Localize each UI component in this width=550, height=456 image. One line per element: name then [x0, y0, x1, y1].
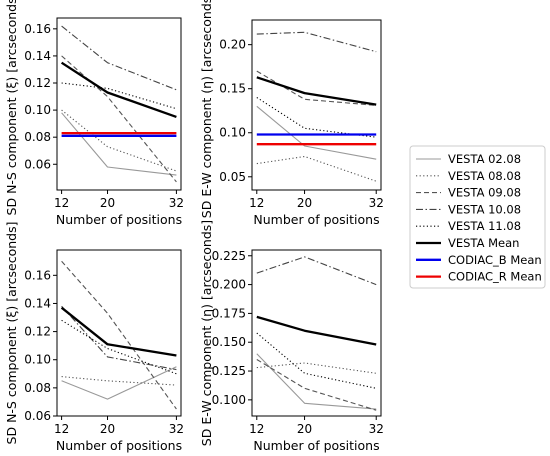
- series-group: [60, 25, 177, 183]
- x-tick-label: 32: [369, 196, 384, 210]
- series-line-vesta-02-08: [256, 105, 377, 160]
- x-tick-label: 12: [54, 196, 69, 210]
- y-tick-label: 0.10: [24, 353, 51, 367]
- y-tick-label: 0.08: [24, 381, 51, 395]
- legend-item: CODIAC_B Mean: [416, 253, 542, 267]
- y-tick-label: 0.12: [24, 76, 51, 90]
- y-tick-label: 0.175: [212, 306, 246, 320]
- series-line-vesta-02-08: [61, 366, 177, 400]
- panel-top-left: 0.06 0.08 0.10 0.12 0.14 0.16 12 20 32 Number of …: [4, 0, 184, 227]
- x-tick-label: 20: [297, 196, 312, 210]
- x-tick-label: 12: [249, 422, 264, 436]
- legend-label: VESTA 02.08: [448, 152, 521, 166]
- x-axis-label: Number of positions: [253, 438, 379, 453]
- x-tick-label: 20: [100, 196, 115, 210]
- legend-label: VESTA Mean: [448, 236, 519, 250]
- y-axis-label: SD N-S component (ξ) [arcseconds]: [4, 222, 19, 445]
- legend-item: VESTA 10.08: [416, 202, 521, 216]
- y-tick-label: 0.14: [24, 49, 51, 63]
- series-line-vesta-mean: [256, 76, 377, 106]
- series-line-vesta-10-08: [256, 256, 377, 286]
- panel-bottom-right: 0.100 0.125 0.150 0.175 0.200 0.225 12 20 32 Numb…: [199, 220, 384, 453]
- y-tick-label: 0.10: [219, 126, 246, 140]
- y-tick-label: 0.100: [212, 393, 246, 407]
- legend-label: CODIAC_R Mean: [448, 270, 542, 284]
- y-tick-label: 0.05: [219, 170, 246, 184]
- panel-bottom-left: 0.06 0.08 0.10 0.12 0.14 0.16 12 20 32 Number of …: [4, 222, 184, 453]
- y-tick-label: 0.125: [212, 364, 246, 378]
- series-line-vesta-09-08: [61, 260, 177, 410]
- y-tick-label: 0.06: [24, 157, 51, 171]
- legend-item: VESTA 08.08: [416, 169, 521, 183]
- y-axis-label: SD N-S component (ξ) [arcseconds]: [4, 0, 19, 215]
- plot-frame: [56, 249, 182, 417]
- legend-label: VESTA 08.08: [448, 169, 521, 183]
- series-line-vesta-08-08: [256, 155, 377, 182]
- series-line-vesta-11-08: [61, 82, 177, 110]
- legend-item: CODIAC_R Mean: [416, 270, 542, 284]
- legend: VESTA 02.08 VESTA 08.08 VESTA 09.08 VESTA 1…: [409, 145, 546, 289]
- y-tick-label: 0.200: [212, 278, 246, 292]
- x-tick-label: 32: [169, 196, 184, 210]
- x-axis-label: Number of positions: [56, 212, 182, 227]
- y-tick-label: 0.16: [24, 22, 51, 36]
- legend-item: VESTA 09.08: [416, 186, 521, 200]
- x-tick-label: 32: [369, 422, 384, 436]
- x-axis-label: Number of positions: [253, 212, 379, 227]
- x-tick-label: 20: [100, 422, 115, 436]
- panel-top-right: 0.05 0.10 0.15 0.20 12 20 32 Number of position…: [199, 0, 384, 227]
- y-tick-label: 0.20: [219, 38, 246, 52]
- y-axis-label: SD E-W component (η) [arcseconds]: [199, 220, 214, 446]
- y-tick-label: 0.10: [24, 103, 51, 117]
- plot-frame: [251, 249, 382, 417]
- x-axis-label: Number of positions: [56, 438, 182, 453]
- y-tick-label: 0.12: [24, 325, 51, 339]
- series-line-vesta-mean: [60, 306, 177, 357]
- y-tick-label: 0.16: [24, 268, 51, 282]
- series-line-vesta-02-08: [61, 112, 177, 176]
- y-tick-label: 0.08: [24, 130, 51, 144]
- legend-item: VESTA 11.08: [416, 219, 521, 233]
- x-tick-label: 32: [169, 422, 184, 436]
- legend-frame: [409, 145, 546, 289]
- legend-label: VESTA 10.08: [448, 202, 521, 216]
- y-tick-label: 0.150: [212, 335, 246, 349]
- legend-item: VESTA Mean: [416, 236, 519, 250]
- series-line-vesta-02-08: [256, 353, 377, 410]
- series-line-vesta-08-08: [61, 109, 177, 172]
- x-tick-label: 20: [297, 422, 312, 436]
- series-line-vesta-11-08: [256, 97, 377, 138]
- legend-label: CODIAC_B Mean: [448, 253, 542, 267]
- x-tick-label: 12: [54, 422, 69, 436]
- series-group: [60, 260, 177, 410]
- y-axis-label: SD E-W component (η) [arcseconds]: [199, 0, 214, 218]
- legend-label: VESTA 11.08: [448, 219, 521, 233]
- series-line-vesta-09-08: [256, 359, 377, 411]
- plot-frame: [251, 19, 382, 191]
- legend-label: VESTA 09.08: [448, 186, 521, 200]
- series-line-vesta-mean: [60, 61, 177, 118]
- plot-frame: [56, 17, 182, 191]
- series-line-vesta-09-08: [61, 55, 177, 183]
- y-tick-label: 0.225: [212, 249, 246, 263]
- y-tick-label: 0.06: [24, 409, 51, 423]
- series-line-vesta-10-08: [256, 31, 377, 53]
- y-tick-label: 0.15: [219, 82, 246, 96]
- series-group: [256, 31, 377, 182]
- series-line-vesta-10-08: [61, 305, 177, 371]
- y-tick-label: 0.14: [24, 296, 51, 310]
- series-line-vesta-mean: [256, 315, 377, 346]
- series-line-vesta-09-08: [256, 70, 377, 106]
- legend-item: VESTA 02.08: [416, 152, 521, 166]
- series-line-vesta-08-08: [61, 376, 177, 386]
- series-line-vesta-10-08: [61, 25, 177, 91]
- x-tick-label: 12: [249, 196, 264, 210]
- series-group: [256, 256, 377, 411]
